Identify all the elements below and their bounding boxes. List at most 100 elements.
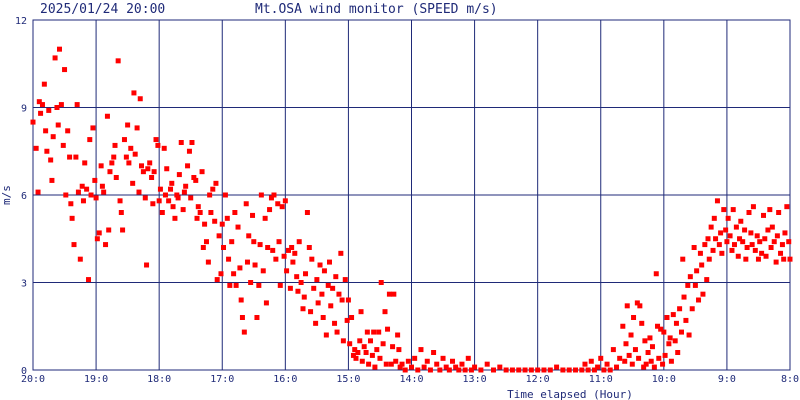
data-point bbox=[535, 367, 541, 373]
data-point bbox=[131, 90, 137, 96]
data-point bbox=[271, 192, 277, 198]
data-point bbox=[48, 157, 54, 163]
data-point bbox=[357, 338, 363, 344]
data-point bbox=[497, 364, 503, 370]
data-points bbox=[30, 46, 793, 373]
data-point bbox=[151, 169, 157, 175]
data-point bbox=[35, 189, 41, 195]
data-point bbox=[696, 297, 702, 303]
data-point bbox=[334, 329, 340, 335]
data-point bbox=[509, 367, 515, 373]
data-point bbox=[655, 323, 661, 329]
data-point bbox=[222, 192, 228, 198]
data-point bbox=[629, 361, 635, 367]
data-point bbox=[183, 183, 189, 189]
data-point bbox=[711, 215, 717, 221]
data-point bbox=[142, 195, 148, 201]
data-point bbox=[315, 300, 321, 306]
data-point bbox=[36, 99, 42, 105]
data-point bbox=[636, 355, 642, 361]
data-point bbox=[472, 364, 478, 370]
data-point bbox=[180, 207, 186, 213]
data-point bbox=[49, 177, 55, 183]
data-point bbox=[88, 192, 94, 198]
data-point bbox=[661, 329, 667, 335]
data-point bbox=[721, 207, 727, 213]
data-point bbox=[111, 154, 117, 160]
data-point bbox=[628, 332, 634, 338]
data-point bbox=[328, 303, 334, 309]
data-point bbox=[390, 344, 396, 350]
data-point bbox=[101, 189, 107, 195]
data-point bbox=[325, 282, 331, 288]
data-point bbox=[197, 210, 203, 215]
data-point bbox=[700, 291, 706, 297]
data-point bbox=[132, 151, 138, 157]
data-point bbox=[364, 329, 370, 335]
x-tick-label: 17:0 bbox=[210, 374, 234, 385]
data-point bbox=[326, 259, 332, 265]
data-point bbox=[186, 148, 192, 154]
data-point bbox=[112, 142, 118, 148]
data-point bbox=[212, 218, 218, 224]
data-point bbox=[768, 245, 774, 250]
data-point bbox=[672, 338, 678, 344]
x-axis-label: Time elapsed (Hour) bbox=[507, 388, 633, 400]
data-point bbox=[372, 364, 378, 370]
data-point bbox=[300, 306, 306, 312]
data-point bbox=[296, 239, 302, 245]
x-tick-label: 16:0 bbox=[273, 374, 297, 385]
data-point bbox=[289, 245, 295, 250]
data-point bbox=[268, 195, 274, 201]
data-point bbox=[443, 364, 449, 370]
data-point bbox=[639, 320, 645, 326]
data-point bbox=[554, 364, 560, 370]
data-point bbox=[87, 137, 93, 143]
data-point bbox=[344, 317, 350, 323]
data-point bbox=[491, 367, 497, 373]
data-point bbox=[662, 352, 668, 358]
data-point bbox=[450, 358, 456, 364]
data-point bbox=[730, 207, 736, 213]
data-point bbox=[632, 347, 638, 353]
data-point bbox=[595, 364, 601, 370]
data-point bbox=[383, 361, 389, 367]
data-point bbox=[235, 224, 241, 230]
data-point bbox=[125, 122, 131, 128]
data-point bbox=[459, 361, 465, 367]
data-point bbox=[30, 119, 36, 125]
data-point bbox=[277, 282, 283, 288]
data-point bbox=[761, 212, 767, 218]
data-point bbox=[752, 247, 758, 253]
data-point bbox=[371, 329, 377, 335]
data-point bbox=[702, 242, 708, 248]
data-point bbox=[161, 145, 167, 151]
data-point bbox=[396, 347, 402, 353]
data-point bbox=[62, 67, 68, 73]
data-point bbox=[522, 367, 528, 373]
data-point bbox=[263, 300, 269, 306]
data-point bbox=[716, 242, 722, 248]
data-point bbox=[623, 341, 629, 347]
y-tick-label: 12 bbox=[15, 16, 27, 27]
data-point bbox=[620, 323, 626, 329]
data-point bbox=[786, 239, 792, 245]
data-point bbox=[243, 201, 249, 207]
data-point bbox=[75, 189, 81, 195]
data-point bbox=[626, 352, 632, 358]
data-point bbox=[185, 163, 191, 169]
data-point bbox=[388, 361, 394, 367]
data-point bbox=[199, 169, 205, 175]
chart-timestamp: 2025/01/24 20:00 bbox=[40, 2, 165, 17]
data-point bbox=[738, 218, 744, 224]
data-point bbox=[39, 102, 45, 108]
data-point bbox=[369, 352, 375, 358]
data-point bbox=[361, 344, 367, 350]
data-point bbox=[560, 367, 566, 373]
data-point bbox=[205, 259, 211, 265]
data-point bbox=[248, 280, 254, 285]
data-point bbox=[664, 315, 670, 320]
data-point bbox=[725, 215, 731, 221]
data-point bbox=[724, 239, 730, 245]
